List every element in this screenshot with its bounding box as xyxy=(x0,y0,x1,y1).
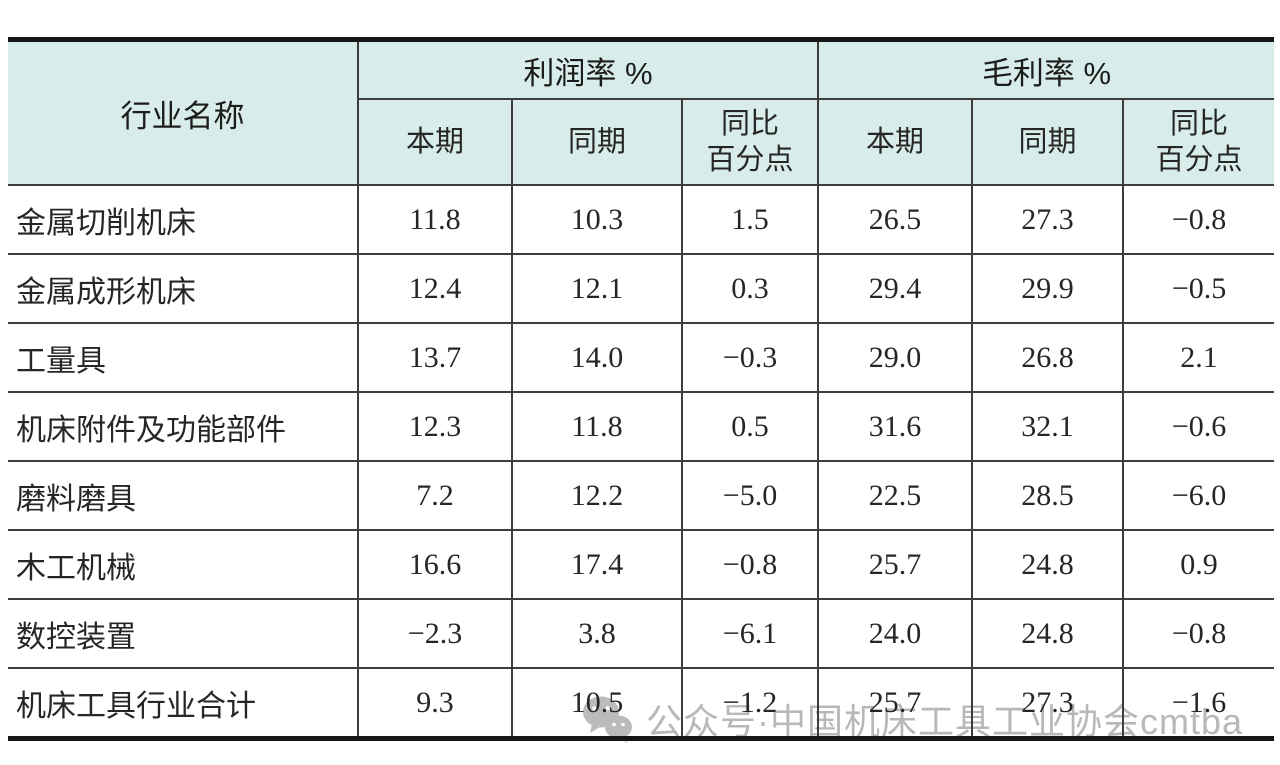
value-cell: 13.7 xyxy=(357,322,513,393)
value-cell: 27.3 xyxy=(971,184,1125,255)
value-cell: 12.3 xyxy=(357,391,513,462)
subheader-gross-yoy-points: 同比 百分点 xyxy=(1122,98,1275,186)
table-row: 工量具 13.7 14.0 −0.3 29.0 26.8 2.1 xyxy=(8,322,1275,393)
value-cell: 9.3 xyxy=(357,667,513,740)
value-cell: 12.4 xyxy=(357,253,513,324)
industry-name-cell: 磨料磨具 xyxy=(8,460,359,531)
value-cell: 14.0 xyxy=(511,322,683,393)
industry-name-cell: 工量具 xyxy=(8,322,359,393)
group-header-profit-rate: 利润率 % xyxy=(356,38,820,100)
table-row: 数控装置 −2.3 3.8 −6.1 24.0 24.8 −0.8 xyxy=(8,598,1275,669)
value-cell: 24.8 xyxy=(971,529,1125,600)
subheader-gross-current: 本期 xyxy=(817,98,974,186)
value-cell: −0.8 xyxy=(680,529,820,600)
value-cell: 24.0 xyxy=(817,598,974,669)
value-cell: 27.3 xyxy=(971,667,1125,740)
value-cell: 10.3 xyxy=(511,184,683,255)
value-cell: −0.8 xyxy=(1122,184,1275,255)
value-cell: −5.0 xyxy=(680,460,820,531)
value-cell: 12.2 xyxy=(511,460,683,531)
subheader-profit-prior: 同期 xyxy=(511,98,683,186)
value-cell: −6.0 xyxy=(1122,460,1275,531)
value-cell: −0.3 xyxy=(680,322,820,393)
column-header-industry-name: 行业名称 xyxy=(8,38,359,186)
value-cell: 0.3 xyxy=(680,253,820,324)
value-cell: 7.2 xyxy=(357,460,513,531)
table-row: 机床工具行业合计 9.3 10.5 −1.2 25.7 27.3 −1.6 xyxy=(8,667,1275,740)
value-cell: 11.8 xyxy=(357,184,513,255)
value-cell: 29.9 xyxy=(971,253,1125,324)
table-row: 机床附件及功能部件 12.3 11.8 0.5 31.6 32.1 −0.6 xyxy=(8,391,1275,462)
value-cell: −2.3 xyxy=(357,598,513,669)
value-cell: 32.1 xyxy=(971,391,1125,462)
table-row: 木工机械 16.6 17.4 −0.8 25.7 24.8 0.9 xyxy=(8,529,1275,600)
value-cell: 10.5 xyxy=(511,667,683,740)
value-cell: 12.1 xyxy=(511,253,683,324)
industry-name-cell: 数控装置 xyxy=(8,598,359,669)
sub-header-row: 本期 同期 同比 百分点 本期 同期 同比 百分点 xyxy=(8,98,1275,186)
industry-name-cell: 金属切削机床 xyxy=(8,184,359,255)
value-cell: 3.8 xyxy=(511,598,683,669)
value-cell: 26.5 xyxy=(817,184,974,255)
value-cell: 31.6 xyxy=(817,391,974,462)
value-cell: 25.7 xyxy=(817,667,974,740)
industry-name-cell: 金属成形机床 xyxy=(8,253,359,324)
industry-name-cell: 机床工具行业合计 xyxy=(8,667,359,740)
subheader-profit-current: 本期 xyxy=(358,98,513,186)
industry-name-cell: 机床附件及功能部件 xyxy=(8,391,359,462)
industry-name-cell: 木工机械 xyxy=(8,529,359,600)
value-cell: 0.9 xyxy=(1122,529,1275,600)
value-cell: −1.6 xyxy=(1122,667,1275,740)
value-cell: 24.8 xyxy=(971,598,1125,669)
table-row: 金属成形机床 12.4 12.1 0.3 29.4 29.9 −0.5 xyxy=(8,253,1275,324)
value-cell: −6.1 xyxy=(680,598,820,669)
value-cell: −0.5 xyxy=(1122,253,1275,324)
value-cell: 17.4 xyxy=(511,529,683,600)
table-row: 磨料磨具 7.2 12.2 −5.0 22.5 28.5 −6.0 xyxy=(8,460,1275,531)
value-cell: 11.8 xyxy=(511,391,683,462)
table-header: 行业名称 利润率 % 毛利率 % 本期 同期 同比 百分点 本期 同期 同比 百… xyxy=(8,38,1275,186)
value-cell: −0.6 xyxy=(1122,391,1275,462)
group-header-row: 行业名称 利润率 % 毛利率 % xyxy=(8,38,1275,186)
value-cell: 2.1 xyxy=(1122,322,1275,393)
table-body: 金属切削机床 11.8 10.3 1.5 26.5 27.3 −0.8 金属成形机床 12.4 1… xyxy=(8,184,1275,740)
subheader-gross-prior: 同期 xyxy=(971,98,1125,186)
value-cell: 29.0 xyxy=(817,322,974,393)
subheader-profit-yoy-ppoints: 同比 百分点 xyxy=(680,98,820,186)
value-cell: 29.4 xyxy=(817,253,974,324)
value-cell: −0.8 xyxy=(1122,598,1275,669)
value-cell: 22.5 xyxy=(817,460,974,531)
value-cell: 0.5 xyxy=(680,391,820,462)
value-cell: 16.6 xyxy=(357,529,513,600)
value-cell: 26.8 xyxy=(971,322,1125,393)
value-cell: 25.7 xyxy=(817,529,974,600)
value-cell: 28.5 xyxy=(971,460,1125,531)
group-header-gross-margin: 毛利率 % xyxy=(817,38,1275,100)
table-row: 金属切削机床 11.8 10.3 1.5 26.5 27.3 −0.8 xyxy=(8,184,1275,255)
value-cell: −1.2 xyxy=(680,667,820,740)
value-cell: 1.5 xyxy=(680,184,820,255)
industry-margin-table: 行业名称 利润率 % 毛利率 % 本期 同期 同比 百分点 本期 同期 同比 百… xyxy=(8,37,1275,741)
